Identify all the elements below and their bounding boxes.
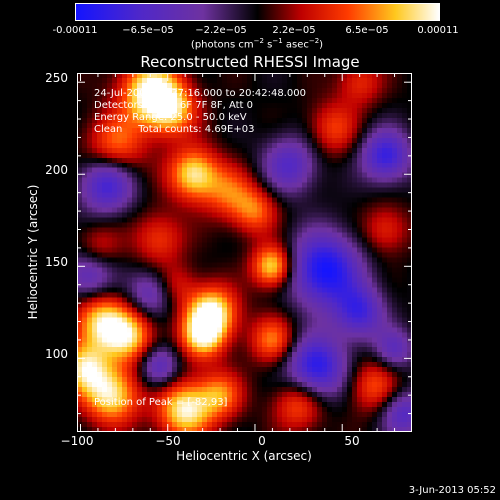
y-axis-label: Heliocentric Y (arcsec) bbox=[26, 184, 40, 320]
y-tick-label: 150 bbox=[45, 255, 68, 269]
heatmap-image bbox=[77, 73, 412, 432]
colorbar-tick: 2.2e−05 bbox=[272, 25, 316, 36]
colorbar-tick: -0.00011 bbox=[52, 25, 98, 36]
colorbar-tick: −2.2e−05 bbox=[195, 25, 247, 36]
colorbar-unit-label: (photons cm−2 s−1 asec−2) bbox=[190, 37, 324, 51]
clean-counts-info: Clean Total counts: 4.69E+03 bbox=[94, 124, 255, 135]
observation-time: 24-Jul-2003 20:37:16.000 to 20:42:48.000 bbox=[94, 88, 306, 99]
detectors-info: Detectors: 4F 5F 6F 7F 8F, Att 0 bbox=[94, 100, 254, 111]
plot-border bbox=[77, 73, 412, 432]
timestamp: 3-Jun-2013 05:52 bbox=[408, 485, 496, 496]
x-tick-label: 50 bbox=[344, 434, 360, 448]
y-tick-label: 200 bbox=[45, 163, 68, 177]
energy-range-info: Energy Range: 25.0 - 50.0 keV bbox=[94, 112, 247, 123]
x-tick-label: −50 bbox=[155, 434, 181, 448]
x-tick-label: 0 bbox=[258, 434, 266, 448]
colorbar bbox=[75, 3, 440, 21]
x-axis-label: Heliocentric X (arcsec) bbox=[176, 449, 312, 463]
peak-position: Position of Peak = [-82,93] bbox=[94, 397, 228, 408]
x-tick-label: −100 bbox=[60, 434, 94, 448]
colorbar-tick: 0.00011 bbox=[417, 25, 459, 36]
plot-frame bbox=[77, 73, 412, 432]
chart-title: Reconstructed RHESSI Image bbox=[140, 53, 360, 71]
y-tick-label: 100 bbox=[45, 347, 68, 361]
plot-area bbox=[77, 73, 412, 432]
colorbar-tick: −6.5e−05 bbox=[122, 25, 174, 36]
y-tick-label: 250 bbox=[45, 71, 68, 85]
colorbar-tick: 6.5e−05 bbox=[345, 25, 389, 36]
